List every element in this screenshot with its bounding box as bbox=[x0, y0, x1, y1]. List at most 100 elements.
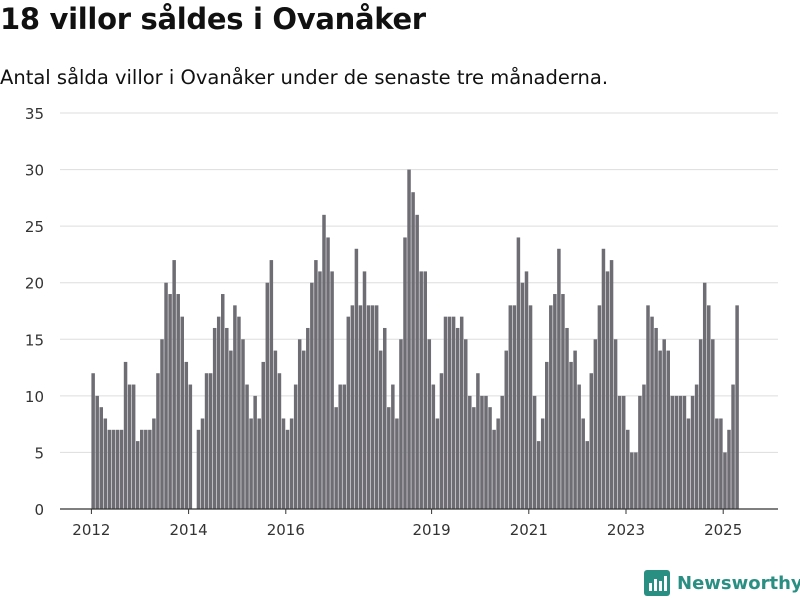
bar bbox=[119, 429, 124, 509]
bar bbox=[168, 294, 172, 509]
bar bbox=[318, 271, 322, 509]
bar bbox=[650, 316, 654, 509]
y-tick-label: 5 bbox=[34, 444, 44, 462]
bar bbox=[686, 418, 691, 509]
bar bbox=[419, 271, 423, 509]
highlight-data-label: 18 bbox=[735, 0, 755, 4]
bar bbox=[670, 395, 675, 509]
bar bbox=[273, 350, 278, 509]
bar bbox=[682, 395, 687, 509]
bar bbox=[516, 237, 521, 509]
bar bbox=[391, 384, 395, 509]
bar bbox=[504, 350, 508, 509]
bar bbox=[160, 339, 164, 509]
bar bbox=[338, 384, 342, 509]
bar bbox=[95, 395, 99, 509]
bar bbox=[350, 305, 355, 509]
bar bbox=[577, 384, 581, 509]
bar bbox=[678, 395, 683, 509]
bar bbox=[601, 248, 606, 509]
bar bbox=[225, 327, 229, 509]
bar bbox=[310, 282, 314, 509]
bar bbox=[715, 418, 719, 509]
bar bbox=[91, 373, 95, 509]
bar bbox=[646, 305, 650, 509]
bar bbox=[626, 429, 630, 509]
bar bbox=[613, 339, 618, 509]
bar bbox=[403, 237, 407, 509]
bar bbox=[589, 373, 594, 509]
bar bbox=[464, 339, 468, 509]
bar bbox=[621, 395, 626, 509]
bar bbox=[561, 294, 565, 509]
bar bbox=[496, 418, 500, 509]
newsworthy-logo-icon bbox=[644, 570, 670, 596]
bar bbox=[362, 271, 367, 509]
bar bbox=[698, 339, 703, 509]
bar bbox=[322, 214, 326, 510]
bar bbox=[468, 395, 472, 509]
bar bbox=[131, 384, 136, 509]
bar bbox=[144, 429, 148, 509]
bar bbox=[277, 373, 282, 509]
y-tick-label: 25 bbox=[25, 218, 44, 236]
bar bbox=[431, 384, 436, 509]
bar bbox=[237, 316, 241, 509]
bar bbox=[439, 373, 444, 509]
bar bbox=[569, 361, 573, 509]
bar bbox=[285, 429, 290, 509]
bar bbox=[245, 384, 249, 509]
bar bbox=[512, 305, 517, 509]
x-tick-label: 2021 bbox=[510, 521, 548, 539]
bar bbox=[609, 260, 614, 509]
bar bbox=[216, 316, 221, 509]
bar bbox=[549, 305, 553, 509]
bar bbox=[334, 407, 338, 509]
bar bbox=[281, 418, 286, 509]
y-axis-ticks: 0 5 10 15 20 25 30 35 bbox=[25, 105, 44, 519]
bar bbox=[447, 316, 452, 509]
bar bbox=[727, 429, 731, 509]
bar bbox=[694, 384, 699, 509]
bar bbox=[581, 418, 585, 509]
bar bbox=[107, 429, 112, 509]
bar bbox=[212, 327, 217, 509]
bar bbox=[735, 305, 739, 509]
bar bbox=[176, 294, 180, 509]
y-tick-label: 0 bbox=[34, 501, 44, 519]
bar bbox=[289, 418, 294, 509]
bar bbox=[565, 327, 569, 509]
bar bbox=[354, 248, 359, 509]
bar bbox=[374, 305, 379, 509]
bar bbox=[597, 305, 602, 509]
newsworthy-logo[interactable]: Newsworthy bbox=[644, 570, 800, 596]
chart-title: 18 villor såldes i Ovanåker bbox=[0, 2, 426, 36]
bar bbox=[314, 260, 318, 509]
bar bbox=[115, 429, 120, 509]
bar bbox=[707, 305, 711, 509]
bar bbox=[152, 418, 156, 509]
bar bbox=[605, 271, 610, 509]
bar bbox=[407, 169, 411, 510]
x-tick-label: 2016 bbox=[267, 521, 305, 539]
bar bbox=[638, 395, 642, 509]
bar bbox=[654, 327, 658, 509]
bar bbox=[172, 260, 176, 509]
bar bbox=[342, 384, 346, 509]
bar bbox=[269, 260, 274, 509]
bar bbox=[164, 282, 168, 509]
bar bbox=[674, 395, 679, 509]
bar bbox=[249, 418, 253, 509]
brand-name: Newsworthy bbox=[677, 572, 800, 594]
bar bbox=[358, 305, 363, 509]
x-tick-label: 2025 bbox=[704, 521, 742, 539]
bar bbox=[593, 339, 598, 509]
bar bbox=[366, 305, 371, 509]
bar bbox=[500, 395, 504, 509]
bar bbox=[395, 418, 399, 509]
bar bbox=[127, 384, 132, 509]
bar bbox=[658, 350, 662, 509]
bar bbox=[415, 214, 419, 510]
bar bbox=[455, 327, 460, 509]
bar bbox=[257, 418, 261, 509]
